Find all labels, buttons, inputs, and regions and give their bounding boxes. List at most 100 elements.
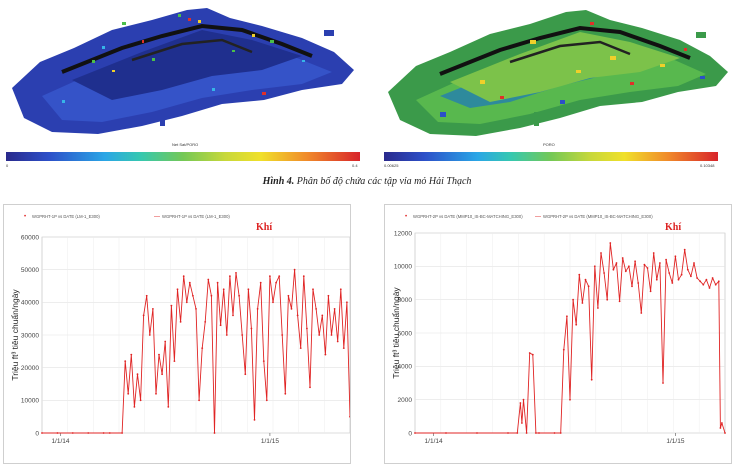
chart-right-series-0-point-29: [606, 298, 609, 301]
chart-right-series-0-point-43: [649, 290, 652, 293]
chart-right-series-0-point-30: [609, 242, 612, 244]
chart-left-series-0-point-44: [238, 294, 241, 297]
chart-right-series-0-point-3: [507, 432, 509, 434]
colorbar-right-max: 0.10348: [700, 163, 715, 168]
chart-right-ytick-6: 0: [408, 430, 412, 437]
chart-left-xtick-0: 1/1/14: [51, 438, 69, 445]
chart-left-series-0-point-34: [207, 278, 210, 281]
chart-right-legend-marker-1: —: [535, 214, 541, 220]
chart-left-series-0-point-2: [71, 432, 74, 434]
chart-right-series-0-point-63: [711, 277, 714, 279]
chart-left-series-0-point-18: [158, 353, 160, 356]
colorbar-left-title: Net Sat/PORO: [172, 142, 199, 147]
chart-right-series-0-point-47: [662, 382, 664, 384]
chart-left-series-0-point-49: [253, 419, 256, 421]
chart-right-series-0-point-37: [631, 285, 633, 288]
chart-right-series-0-point-22: [584, 278, 587, 281]
chart-left-series-0-point-67: [309, 386, 311, 389]
chart-right-ylabel: Triệu ft³ tiêu chuẩn/ngày: [391, 287, 401, 379]
chart-left-series-0-point-22: [170, 304, 173, 307]
chart-right-xtick-0: 1/1/14: [425, 438, 443, 445]
chart-left-annotation-khi: Khí: [256, 222, 272, 233]
chart-right-series-0-point-33: [618, 300, 621, 303]
chart-right-series-0-point-18: [572, 298, 574, 301]
chart-left-series-0-point-31: [198, 399, 201, 402]
chart-left-series-0-point-6: [121, 432, 123, 434]
chart-right-series-0-point-19: [575, 323, 578, 326]
chart-right-series-0-point-35: [624, 270, 627, 273]
chart-left-ytick-3: 30000: [21, 332, 39, 339]
chart-left-series-0-point-61: [290, 308, 293, 310]
reservoir-render-right-image: [388, 10, 728, 136]
figure-caption-text: Phân bố độ chứa các tập vỉa mỏ Hải Thạch: [296, 176, 472, 187]
chart-left-series-0-point-32: [201, 347, 204, 349]
chart-right-series-0-point-26: [597, 307, 599, 309]
chart-right-series-0-point-31: [612, 268, 615, 271]
chart-left-series-0-point-73: [327, 294, 330, 297]
chart-left-series-0-point-14: [145, 294, 148, 297]
chart-left-series-0-point-28: [188, 281, 191, 284]
chart-right-series-0-point-58: [696, 277, 698, 279]
chart-left-series-0-point-75: [333, 308, 336, 310]
chart-left-series-0-point-69: [315, 308, 317, 310]
chart-right-series-0-point-14: [559, 432, 562, 434]
chart-right-series-0-point-44: [652, 252, 655, 254]
colorbar-left-min: 0: [6, 163, 9, 168]
chart-left-series-0-point-10: [133, 406, 136, 408]
chart-right-series-0-point-10: [531, 353, 534, 356]
chart-left-series-0-point-78: [342, 347, 345, 349]
colorbar-right: [384, 152, 718, 161]
chart-left-series-0-point-1: [56, 432, 59, 434]
chart-left-series-0-point-72: [324, 353, 327, 356]
chart-right-ytick-2: 8000: [398, 297, 413, 304]
chart-left-legend-label-0: WGPRHT-1P vs DATE (LM-1_E300): [32, 214, 100, 219]
chart-left-series-0-point-3: [87, 432, 90, 434]
chart-left-series-0-point-26: [182, 275, 185, 278]
chart-left-series-0-point-43: [235, 272, 237, 274]
chart-left-series-0-point-60: [287, 294, 290, 297]
chart-left-series-0-point-4: [102, 432, 105, 434]
chart-left-series-0-point-55: [272, 301, 274, 304]
chart-right-series-0-point-6: [521, 422, 523, 424]
chart-right-series-0-point-24: [590, 378, 593, 381]
chart-left-series-0-point-19: [161, 373, 164, 376]
chart-left-series-0-point-7: [124, 360, 127, 362]
chart-left-series-0-point-80: [349, 415, 350, 418]
chart-left-series-0-point-42: [232, 314, 234, 317]
chart-right-series-0-point-8: [525, 432, 528, 434]
chart-left-series-0-point-48: [250, 327, 253, 330]
chart-left-series-0-point-47: [247, 288, 250, 291]
chart-left-ytick-4: 20000: [21, 365, 39, 372]
chart-left-series-0-point-25: [179, 321, 182, 323]
chart-right-series-0-point-5: [519, 402, 522, 404]
chart-left-series-0-point-68: [312, 288, 314, 291]
chart-right-series-0-point-12: [538, 432, 540, 434]
chart-left-series-0-point-38: [219, 324, 222, 327]
chart-right-series-0-point-67: [721, 422, 723, 424]
chart-left-series-0-point-53: [265, 399, 268, 402]
chart-left-series-0-point-15: [148, 334, 151, 336]
chart-right-series-0-point-20: [578, 273, 581, 276]
chart-left-ytick-6: 0: [35, 430, 39, 437]
chart-right-series-0-point-68: [724, 432, 726, 434]
chart-right-series-0-point-1: [445, 432, 447, 434]
chart-right-series-0-point-45: [655, 278, 658, 281]
chart-left-series-0-point-37: [216, 281, 219, 284]
figure-caption: Hình 4. Phân bố độ chứa các tập vỉa mỏ H…: [0, 176, 734, 187]
chart-left-series-0-point-20: [164, 340, 167, 343]
chart-left-series-0-point-17: [155, 392, 157, 395]
reservoir-render-left: [2, 0, 364, 150]
chart-right-series-0-point-49: [668, 272, 671, 274]
chart-left-series-0-point-39: [222, 288, 225, 291]
chart-right-ytick-4: 4000: [398, 364, 413, 371]
chart-right-series-0-point-11: [535, 432, 537, 434]
chart-left-series-0-point-50: [256, 308, 259, 310]
chart-right-series-0-point-64: [714, 283, 717, 286]
figure-caption-label: Hình 4.: [262, 176, 295, 187]
chart-right-series-0-point-46: [659, 262, 661, 264]
chart-left-series-0-point-40: [225, 334, 228, 336]
chart-left-series-0-point-0: [41, 432, 43, 434]
chart-right-series-0-point-32: [615, 262, 618, 264]
chart-left-svg: • WGPRHT-1P vs DATE (LM-1_E300) — WGPRHT-1P…: [10, 214, 350, 445]
chart-right-series-0-point-15: [562, 348, 565, 351]
